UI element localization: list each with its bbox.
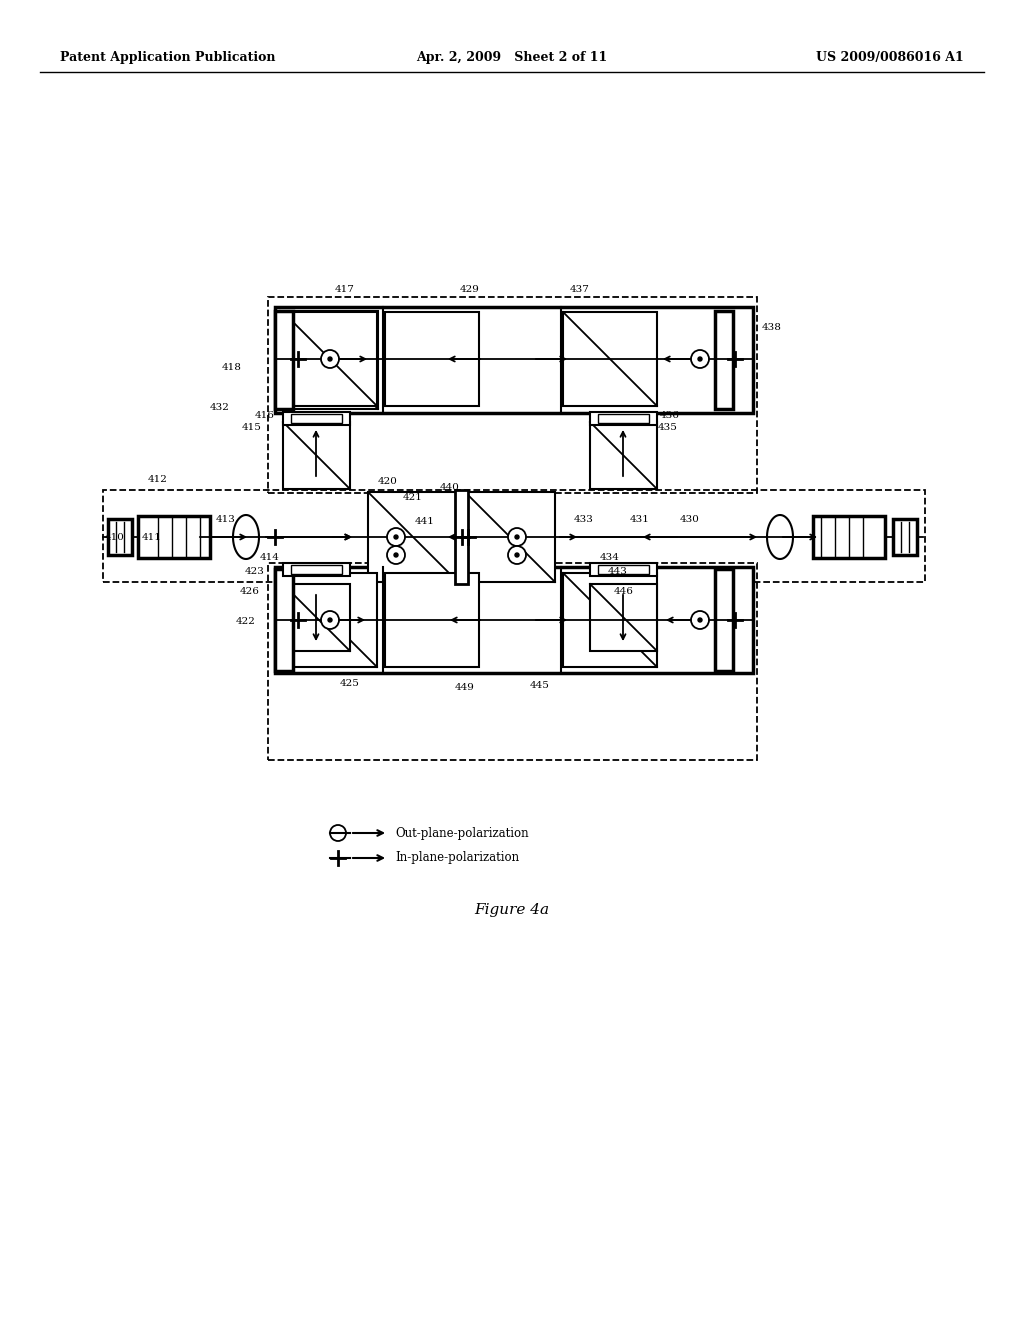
Bar	[590, 583, 657, 651]
Text: 425: 425	[340, 678, 359, 688]
Bar	[291, 565, 342, 574]
Text: 420: 420	[378, 478, 398, 487]
Circle shape	[387, 546, 406, 564]
Text: 421: 421	[403, 492, 423, 502]
Circle shape	[691, 350, 709, 368]
Circle shape	[330, 825, 346, 841]
Text: 414: 414	[260, 553, 280, 561]
Text: 446: 446	[614, 587, 634, 597]
Text: 435: 435	[658, 424, 678, 433]
Text: 412: 412	[148, 475, 168, 484]
Circle shape	[508, 546, 526, 564]
Bar	[283, 412, 350, 425]
Text: 440: 440	[440, 483, 460, 491]
Bar	[291, 414, 342, 422]
Text: 449: 449	[455, 684, 475, 693]
Bar	[893, 519, 918, 554]
Text: 410: 410	[105, 533, 125, 543]
Circle shape	[394, 535, 398, 539]
Bar	[598, 565, 649, 574]
Bar	[813, 516, 885, 558]
Circle shape	[321, 350, 339, 368]
Text: 411: 411	[142, 533, 162, 543]
Text: 422: 422	[236, 618, 256, 627]
Bar	[275, 312, 293, 409]
Text: 426: 426	[240, 587, 260, 597]
Bar	[385, 573, 479, 667]
Bar	[590, 564, 657, 576]
Circle shape	[698, 356, 702, 360]
Circle shape	[508, 528, 526, 546]
Text: 418: 418	[222, 363, 242, 372]
Text: 441: 441	[415, 517, 435, 527]
Text: US 2009/0086016 A1: US 2009/0086016 A1	[816, 50, 964, 63]
Circle shape	[328, 618, 332, 622]
Bar	[280, 312, 378, 409]
Bar	[563, 312, 657, 407]
Text: 430: 430	[680, 516, 699, 524]
Bar	[275, 308, 753, 413]
Text: 434: 434	[600, 553, 620, 561]
Bar	[590, 422, 657, 488]
Bar	[275, 569, 293, 671]
Text: 416: 416	[255, 411, 274, 420]
Circle shape	[515, 535, 519, 539]
Bar	[598, 414, 649, 422]
Bar	[590, 412, 657, 425]
Text: 415: 415	[242, 424, 262, 433]
Text: 443: 443	[608, 568, 628, 577]
Bar	[275, 568, 753, 673]
Circle shape	[321, 611, 339, 630]
Circle shape	[515, 553, 519, 557]
Bar	[465, 492, 555, 582]
Bar	[283, 312, 377, 407]
Bar	[715, 312, 733, 409]
Text: Apr. 2, 2009   Sheet 2 of 11: Apr. 2, 2009 Sheet 2 of 11	[417, 50, 607, 63]
Bar	[283, 573, 377, 667]
Circle shape	[698, 618, 702, 622]
Bar	[455, 490, 468, 583]
Text: In-plane-polarization: In-plane-polarization	[395, 851, 519, 865]
Circle shape	[387, 528, 406, 546]
Text: 445: 445	[530, 681, 550, 689]
Text: 432: 432	[210, 404, 229, 412]
Text: 423: 423	[245, 568, 265, 577]
Bar	[283, 422, 350, 488]
Text: 433: 433	[574, 516, 594, 524]
Text: 438: 438	[762, 323, 782, 333]
Circle shape	[328, 356, 332, 360]
Bar	[283, 564, 350, 576]
Text: Patent Application Publication: Patent Application Publication	[60, 50, 275, 63]
Bar	[385, 312, 479, 407]
Bar	[103, 490, 925, 582]
Text: 437: 437	[570, 285, 590, 294]
Circle shape	[691, 611, 709, 630]
Text: Figure 4a: Figure 4a	[474, 903, 550, 917]
Text: 429: 429	[460, 285, 480, 294]
Bar	[368, 492, 458, 582]
Text: 417: 417	[335, 285, 355, 294]
Bar	[715, 569, 733, 671]
Bar	[268, 564, 757, 760]
Bar	[563, 573, 657, 667]
Bar	[268, 297, 757, 492]
Text: 431: 431	[630, 516, 650, 524]
Text: 413: 413	[216, 516, 236, 524]
Text: 436: 436	[660, 411, 680, 420]
Circle shape	[394, 553, 398, 557]
Bar	[108, 519, 132, 554]
Text: Out-plane-polarization: Out-plane-polarization	[395, 826, 528, 840]
Bar	[283, 583, 350, 651]
Bar	[138, 516, 210, 558]
